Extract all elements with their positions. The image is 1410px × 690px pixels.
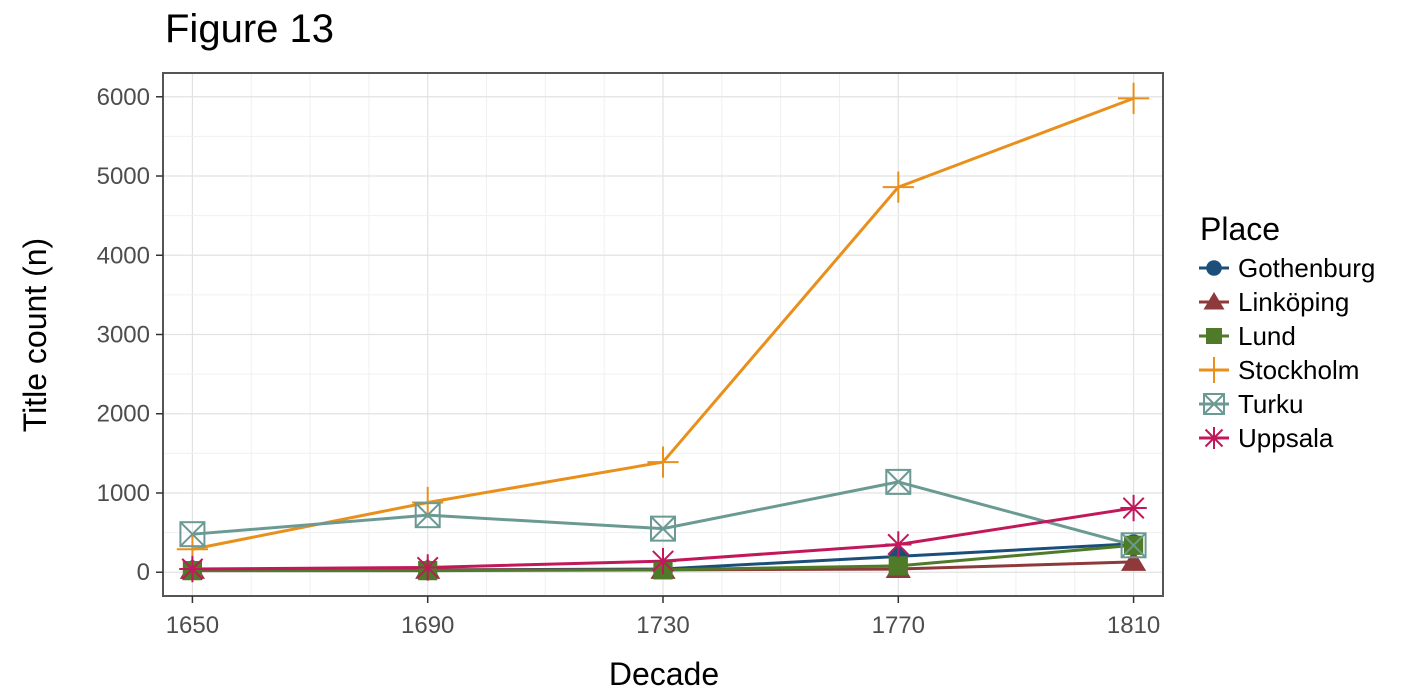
y-tick-label: 2000 — [97, 401, 150, 428]
legend-item-stockholm: Stockholm — [1199, 355, 1359, 385]
data-point-turku — [1120, 532, 1147, 559]
data-point-stockholm — [882, 171, 914, 203]
y-tick-label: 3000 — [97, 322, 150, 349]
x-axis-title: Decade — [609, 656, 719, 690]
axes: 0 1000 2000 3000 4000 5000 6000 1650 1690 1730 177… — [97, 72, 1164, 639]
data-point-uppsala — [885, 531, 912, 558]
legend-label: Uppsala — [1238, 423, 1334, 453]
y-axis-title: Title count (n) — [17, 238, 53, 432]
data-point-stockholm — [647, 446, 679, 478]
data-point-uppsala — [414, 554, 441, 581]
legend-item-lund: Lund — [1199, 321, 1296, 351]
legend: Place Gothenburg Linköping Lund Stockholm Tu… — [1199, 211, 1375, 453]
legend-item-gothenburg: Gothenburg — [1199, 253, 1375, 283]
x-tick-label: 1810 — [1107, 612, 1160, 639]
data-point-turku — [414, 502, 441, 529]
legend-key-marker — [1206, 260, 1222, 276]
data-point-turku — [179, 521, 206, 548]
data-point-turku — [885, 468, 912, 495]
legend-item-uppsala: Uppsala — [1199, 423, 1334, 453]
x-tick-label: 1730 — [636, 612, 689, 639]
legend-key-marker — [1206, 328, 1222, 344]
x-tick-label: 1650 — [166, 612, 219, 639]
data-point-lund — [888, 556, 908, 576]
data-point-uppsala — [649, 547, 677, 575]
x-tick-label: 1690 — [401, 612, 454, 639]
y-tick-label: 5000 — [97, 163, 150, 190]
x-tick-label: 1770 — [872, 612, 925, 639]
data-point-link-ping — [1120, 549, 1147, 571]
y-tick-label: 0 — [137, 559, 150, 586]
legend-key-marker — [1203, 393, 1225, 415]
legend-label: Lund — [1238, 321, 1296, 351]
data-point-uppsala — [1120, 494, 1147, 522]
y-tick-label: 4000 — [97, 242, 150, 269]
legend-item-turku: Turku — [1199, 389, 1304, 419]
legend-label: Turku — [1238, 389, 1304, 419]
series-markers — [176, 82, 1150, 583]
legend-key-marker — [1203, 427, 1225, 449]
grid — [163, 73, 1163, 596]
legend-label: Gothenburg — [1238, 253, 1375, 283]
legend-label: Linköping — [1238, 287, 1349, 317]
y-tick-label: 6000 — [97, 84, 150, 111]
legend-key-marker — [1201, 357, 1227, 383]
data-point-stockholm — [1117, 82, 1150, 114]
y-tick-label: 1000 — [97, 480, 150, 507]
legend-title: Place — [1200, 211, 1280, 247]
legend-item-link-ping: Linköping — [1199, 287, 1349, 317]
data-point-turku — [650, 515, 676, 542]
legend-label: Stockholm — [1238, 355, 1359, 385]
legend-key-marker — [1203, 292, 1225, 310]
data-point-uppsala — [179, 555, 206, 583]
chart-title: Figure 13 — [165, 7, 334, 51]
